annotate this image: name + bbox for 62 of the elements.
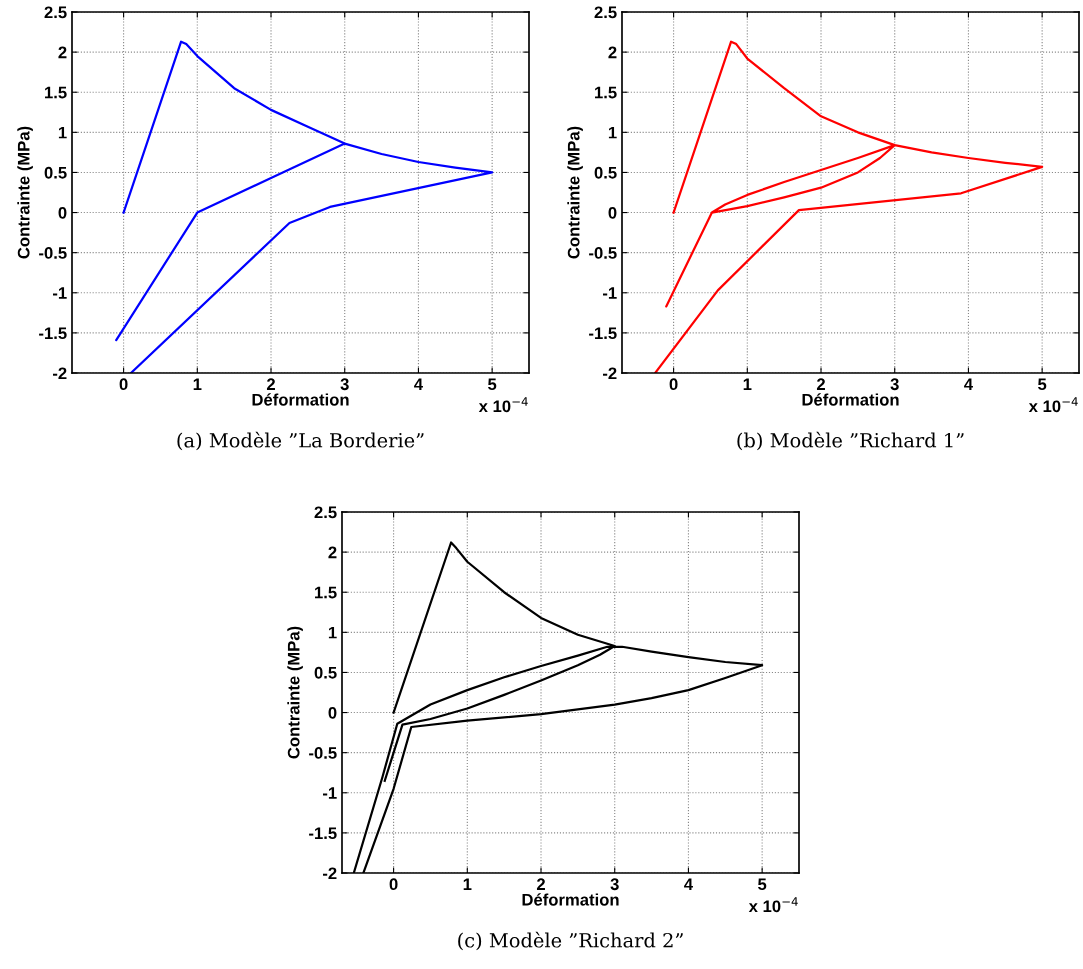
x-tick-label: 4 (414, 378, 423, 390)
y-axis-title: Contrainte (MPa) (287, 626, 303, 759)
y-tick-label: -1.5 (39, 327, 67, 340)
y-tick-label: 2 (608, 46, 617, 59)
y-tick-label: -1.5 (309, 827, 337, 840)
line-series (115, 40, 494, 373)
text: (c) Modèle ”Richard 2” (458, 931, 683, 951)
y-tick-label: -1 (602, 287, 617, 299)
text: x 10$^{−4}$ (1028, 397, 1078, 413)
x-tick-label: 3 (890, 378, 899, 391)
line-series (654, 40, 1044, 373)
text: x 10$^{−4}$ (748, 897, 798, 913)
y-axis-title: Contrainte (MPa) (567, 126, 583, 259)
y-tick-label: 2 (328, 546, 337, 559)
x-tick-label: 0 (389, 878, 398, 891)
x-tick-label: 2 (816, 378, 825, 390)
y-tick-label: 1 (608, 126, 617, 139)
x-tick-label: 2 (536, 878, 545, 890)
x-axis-title: Déformation (802, 393, 899, 406)
x-tick-label: 4 (964, 378, 973, 390)
y-tick-label: 0.5 (314, 666, 337, 679)
x-tick-label: 1 (743, 378, 752, 390)
y-tick-label: 2.5 (314, 506, 337, 519)
x-axis-title: Déformation (252, 393, 349, 406)
y-tick-label: -0.5 (589, 247, 617, 259)
x-tick-label: 1 (463, 878, 472, 890)
x-tick-label: 3 (610, 878, 619, 891)
x-axis-title: Déformation (522, 893, 619, 906)
x-tick-label: 4 (684, 878, 693, 890)
text: (b) Modèle ”Richard 1” (737, 431, 964, 451)
y-tick-label: -2 (322, 867, 337, 880)
x-tick-label: 3 (340, 378, 349, 391)
y-tick-label: 1.5 (595, 86, 617, 99)
y-axis-title: Contrainte (MPa) (17, 126, 33, 259)
x-tick-label: 5 (758, 878, 767, 891)
y-tick-label: -0.5 (309, 747, 337, 759)
y-tick-label: 2.5 (594, 6, 617, 19)
x-tick-label: 0 (669, 378, 678, 391)
y-tick-label: 0.5 (594, 166, 617, 179)
text: x 10$^{−4}$ (478, 397, 528, 413)
y-tick-label: 0 (608, 206, 617, 219)
y-tick-label: 0 (328, 706, 337, 719)
y-tick-label: 0.5 (44, 166, 67, 179)
x-tick-label: 5 (1038, 378, 1047, 391)
x-tick-label: 0 (119, 378, 128, 391)
y-tick-label: -1.5 (589, 327, 617, 340)
y-tick-label: 1.5 (45, 86, 67, 99)
y-tick-label: 1 (58, 126, 67, 139)
y-tick-label: -1 (52, 287, 67, 299)
y-tick-label: -1 (322, 787, 337, 799)
y-tick-label: -2 (52, 367, 67, 380)
y-tick-label: 0 (58, 206, 67, 219)
y-tick-label: -2 (602, 367, 617, 380)
y-tick-label: 1.5 (315, 586, 337, 599)
x-tick-label: 5 (488, 378, 497, 391)
y-tick-label: 2.5 (44, 6, 67, 19)
x-tick-label: 1 (193, 378, 202, 390)
y-tick-label: -0.5 (39, 247, 67, 259)
y-tick-label: 1 (328, 626, 337, 639)
text: (a) Modèle ”La Borderie” (177, 431, 424, 451)
x-tick-label: 2 (266, 378, 275, 390)
y-tick-label: 2 (58, 46, 67, 59)
